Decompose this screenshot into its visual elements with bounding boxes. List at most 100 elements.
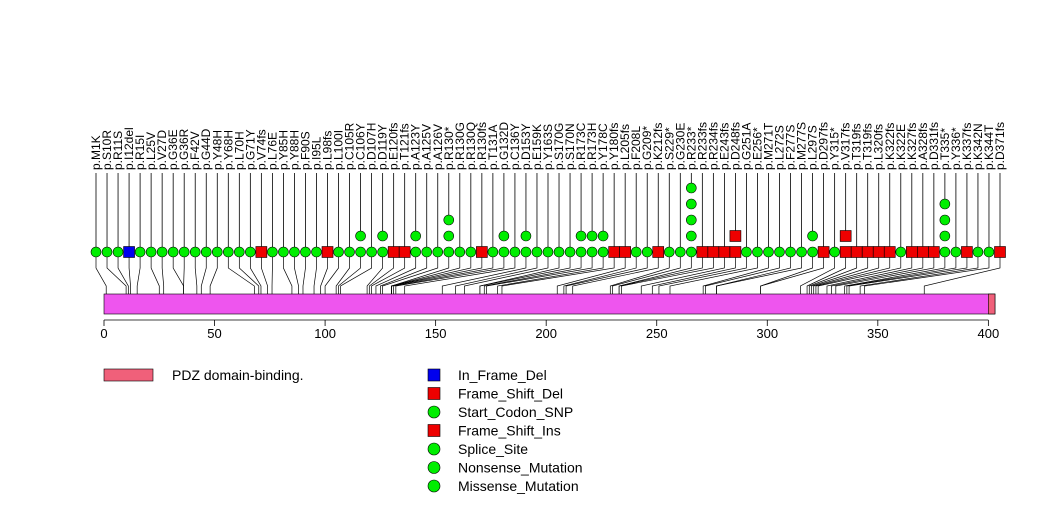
mutation-label: p.T319fs	[850, 123, 864, 170]
mutation-marker-circle	[586, 230, 598, 242]
mutation-marker-circle	[377, 246, 388, 258]
mutation-label: p.T319fs	[861, 123, 875, 170]
mutation-marker-square	[619, 246, 631, 258]
mutation-marker-square	[883, 246, 896, 258]
axis-tick-label: 250	[646, 326, 668, 341]
mutation-label: p.R234fs	[706, 122, 720, 170]
position-connector	[923, 252, 1001, 294]
mutation-marker-circle	[355, 246, 366, 258]
mutation-marker-circle	[586, 246, 598, 258]
mutation-marker-circle	[443, 246, 455, 258]
axis-tick-label: 400	[978, 326, 1000, 341]
legend-circle	[427, 442, 441, 456]
mutation-label: p.D107H	[365, 123, 379, 170]
mutation-label: p.Y88H	[287, 130, 301, 170]
mutation-marker-circle	[443, 230, 455, 242]
position-connector	[194, 252, 198, 294]
mutation-label: p.G230E	[673, 123, 687, 170]
position-connector	[479, 252, 571, 294]
mutation-marker-square	[994, 246, 1006, 258]
mutation-marker-circle	[498, 230, 510, 242]
mutation-marker-circle	[520, 246, 532, 258]
mutation-label: p.Y48H	[210, 130, 224, 170]
position-connector	[95, 252, 107, 294]
mutation-label: p.E256*	[750, 127, 764, 170]
position-connector	[800, 252, 835, 294]
mutation-marker-circle	[939, 230, 951, 242]
mutation-label: p.L25V	[144, 132, 158, 170]
mutation-label: p.Y336*	[949, 127, 963, 170]
mutation-label: p.C106Y	[354, 123, 368, 170]
mutation-marker-square	[608, 246, 620, 258]
mutation-marker-circle	[509, 246, 521, 258]
mutation-label: p.G44D	[199, 128, 213, 170]
mutation-label: p.V317fs	[839, 123, 853, 170]
position-connector	[117, 252, 129, 294]
mutation-marker-circle	[366, 246, 377, 258]
position-connectors	[95, 252, 1001, 294]
position-connector	[486, 252, 593, 294]
mutation-marker-circle	[421, 246, 433, 258]
mutation-marker-square	[707, 246, 720, 258]
position-connector	[172, 252, 184, 294]
mutation-marker-circle	[487, 246, 499, 258]
position-connector	[846, 252, 957, 294]
legend-label: Splice_Site	[458, 441, 528, 457]
mutation-label: p.R130*	[442, 126, 456, 170]
mutation-label: p.F277S	[784, 125, 798, 170]
mutation-label: p.E120fs	[387, 123, 401, 170]
axis-tick-label: 300	[756, 326, 778, 341]
position-connector	[844, 252, 946, 294]
mutation-label: p.R173C	[574, 122, 588, 170]
mutation-marker-square	[476, 246, 488, 258]
position-connector	[618, 252, 703, 294]
mutation-label: p.R11S	[111, 131, 125, 170]
mutation-marker-circle	[267, 246, 278, 258]
protein-track	[103, 293, 996, 315]
mutation-marker-circle	[807, 230, 818, 242]
position-connector	[227, 252, 255, 294]
position-connector	[209, 252, 218, 294]
mutation-marker-circle	[189, 246, 201, 258]
mutation-marker-circle	[939, 198, 951, 210]
domain-segment	[988, 293, 996, 315]
legend-square	[427, 368, 441, 382]
mutation-marker-circle	[597, 230, 609, 242]
mutation-marker-circle	[300, 246, 311, 258]
legend-square	[427, 424, 441, 437]
mutation-marker-circle	[939, 214, 951, 226]
mutation-marker-square	[255, 246, 268, 258]
axis-tick-label: 0	[100, 326, 107, 341]
mutation-label: p.L100I	[332, 130, 346, 170]
legend-circle	[427, 405, 441, 419]
position-connector	[609, 252, 670, 294]
position-connector	[859, 252, 979, 294]
position-connector	[501, 252, 615, 294]
position-connector	[565, 252, 648, 294]
mutation-marker-circle	[807, 246, 818, 258]
mutation-label: p.Y85H	[276, 130, 290, 170]
mutation-label: p.T335*	[938, 128, 952, 170]
mutation-label: p.G71Y	[243, 129, 257, 170]
position-connector	[302, 252, 306, 294]
mutation-label: p.S170G	[552, 123, 566, 170]
mutation-label: p.Y180fs	[607, 123, 621, 170]
mutation-marker-circle	[686, 182, 697, 194]
position-connector	[249, 252, 262, 294]
axis-tick-label: 200	[535, 326, 557, 341]
mutation-marker-circle	[112, 246, 124, 258]
mutation-marker-circle	[377, 230, 388, 242]
legend-label: Missense_Mutation	[458, 478, 579, 494]
position-connector	[826, 252, 913, 294]
mutation-label: p.Y163S	[541, 124, 555, 170]
position-connector	[831, 252, 924, 294]
mutation-marker-circle	[663, 246, 675, 258]
position-connector	[760, 252, 824, 294]
mutation-label: p.I95L	[309, 136, 323, 170]
mutation-label: p.L70H	[232, 131, 246, 170]
mutation-marker-circle	[167, 246, 179, 258]
mutation-label: p.K322fs	[883, 123, 897, 170]
mutation-label: p.R233*	[684, 126, 698, 170]
position-connector	[128, 252, 131, 294]
